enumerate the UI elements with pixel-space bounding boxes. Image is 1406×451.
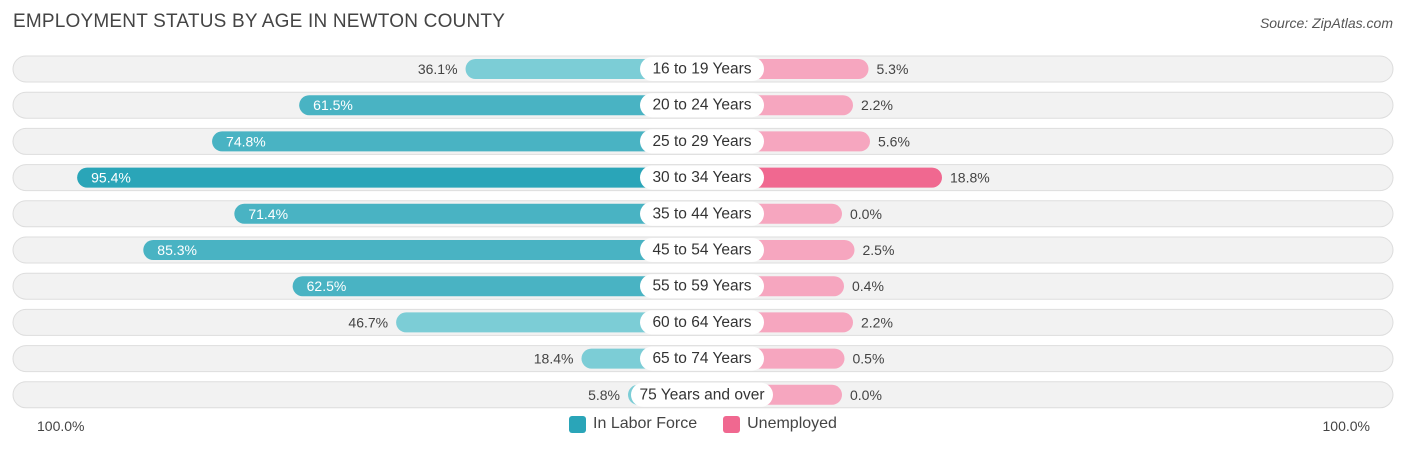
category-label-bg xyxy=(640,274,764,299)
labor-bar xyxy=(143,240,702,260)
category-label-bg xyxy=(640,201,764,226)
labor-value-label: 36.1% xyxy=(418,61,458,77)
labor-bar xyxy=(77,167,702,188)
category-label: 35 to 44 Years xyxy=(652,205,751,222)
labor-value-label: 18.4% xyxy=(534,351,574,367)
labor-bar xyxy=(299,95,702,116)
chart-title: EMPLOYMENT STATUS BY AGE IN NEWTON COUNT… xyxy=(13,11,506,32)
legend-item-unemployed: Unemployed xyxy=(723,415,837,433)
category-label: 16 to 19 Years xyxy=(652,61,751,78)
axis-left-label: 100.0% xyxy=(37,418,85,434)
labor-bar xyxy=(234,203,702,224)
unemployed-value-label: 2.2% xyxy=(861,97,893,113)
unemployed-value-label: 0.0% xyxy=(850,387,882,403)
category-label: 65 to 74 Years xyxy=(652,350,751,367)
category-label-bg xyxy=(640,57,764,81)
category-label-bg xyxy=(631,382,773,407)
category-label: 30 to 34 Years xyxy=(652,169,751,186)
legend-swatch-labor xyxy=(569,415,587,433)
category-label: 60 to 64 Years xyxy=(652,314,751,331)
labor-value-label: 46.7% xyxy=(348,314,388,330)
unemployed-value-label: 2.5% xyxy=(863,242,895,258)
labor-value-label: 95.4% xyxy=(91,170,131,186)
category-label: 45 to 54 Years xyxy=(652,242,751,259)
labor-value-label: 61.5% xyxy=(313,97,353,113)
unemployed-value-label: 2.2% xyxy=(861,314,893,330)
category-label: 55 to 59 Years xyxy=(652,278,751,295)
labor-value-label: 62.5% xyxy=(307,278,347,294)
category-label-bg xyxy=(640,165,764,190)
labor-value-label: 74.8% xyxy=(226,133,266,149)
labor-bar xyxy=(212,131,702,152)
category-label-bg xyxy=(640,129,764,154)
axis-right-label: 100.0% xyxy=(1322,418,1370,434)
labor-value-label: 71.4% xyxy=(248,206,288,222)
category-label: 75 Years and over xyxy=(640,386,765,403)
source-label: Source: ZipAtlas.com xyxy=(1259,15,1393,31)
labor-bar xyxy=(396,312,702,333)
legend: In Labor Force Unemployed xyxy=(0,415,1406,433)
category-label: 20 to 24 Years xyxy=(652,97,751,114)
labor-bar xyxy=(292,276,702,297)
unemployed-value-label: 0.0% xyxy=(850,206,882,222)
legend-label-unemployed: Unemployed xyxy=(747,415,837,432)
labor-value-label: 5.8% xyxy=(588,387,620,403)
unemployed-value-label: 5.3% xyxy=(877,61,909,77)
unemployed-value-label: 0.5% xyxy=(853,351,885,367)
legend-label-labor: In Labor Force xyxy=(593,415,698,432)
unemployed-value-label: 0.4% xyxy=(852,278,884,294)
legend-item-labor: In Labor Force xyxy=(569,415,697,433)
category-label-bg xyxy=(640,346,764,371)
labor-value-label: 85.3% xyxy=(157,242,197,258)
unemployed-value-label: 18.8% xyxy=(950,170,990,186)
category-label: 25 to 29 Years xyxy=(652,133,751,150)
category-label-bg xyxy=(640,310,764,335)
category-label-bg xyxy=(640,238,764,262)
legend-swatch-unemployed xyxy=(723,415,741,433)
category-label-bg xyxy=(640,93,764,118)
unemployed-value-label: 5.6% xyxy=(878,133,910,149)
chart-plot: 36.1% 5.3% 16 to 19 Years 61.5% 2.2% 20 to 24… xyxy=(12,55,1394,409)
